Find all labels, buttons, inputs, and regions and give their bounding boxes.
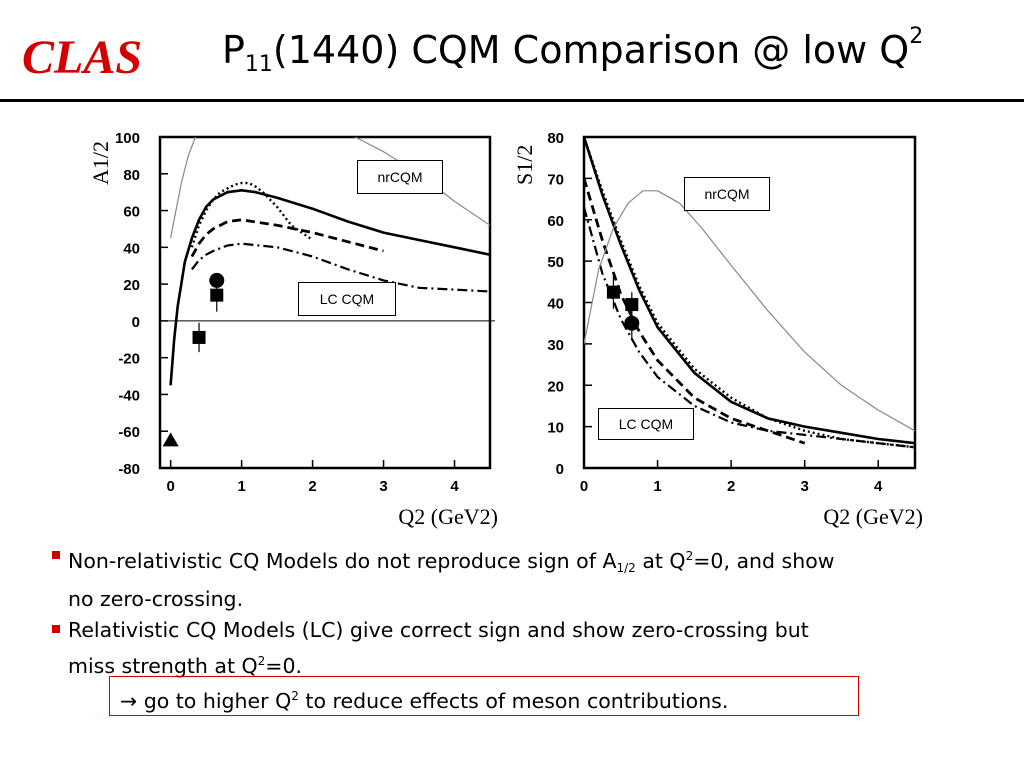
s12-series-dashed-thick	[584, 178, 806, 445]
a12-data-point-square	[210, 288, 224, 302]
bullet-square-icon	[52, 551, 60, 559]
a12-series-dashed-thick	[190, 218, 384, 258]
s12-x-tick-label: 1	[653, 478, 661, 495]
s12-y-axis-label: S1/2	[512, 145, 537, 185]
s12-series-thin-grey	[584, 190, 915, 432]
s12-x-tick-label: 4	[874, 478, 883, 495]
a12-series-thin-grey	[170, 137, 197, 239]
left-nrcqm-label: nrCQM	[357, 160, 443, 194]
title-divider	[0, 99, 1024, 102]
a12-data-point-square	[192, 330, 206, 344]
s12-y-tick-label: 60	[547, 213, 564, 230]
s12-x-tick-label: 2	[727, 478, 735, 495]
clas-logo: CLAS	[22, 31, 143, 84]
a12-y-tick-label: 40	[123, 240, 140, 257]
s12-y-tick-label: 80	[547, 130, 564, 147]
a12-y-tick-label: 20	[123, 277, 140, 294]
s12-data-point-square	[625, 298, 639, 312]
s12-y-tick-label: 30	[547, 337, 564, 354]
bullet-square-icon	[52, 625, 60, 633]
a12-x-tick-label: 3	[379, 478, 387, 495]
a12-data-point-circle	[209, 272, 225, 288]
a12-x-tick-label: 4	[450, 478, 459, 495]
a12-plot-frame	[158, 135, 492, 470]
s12-series-solid-thick	[584, 137, 915, 445]
s12-y-tick-label: 20	[547, 378, 564, 395]
a12-x-tick-label: 2	[308, 478, 316, 495]
s12-y-tick-label: 40	[547, 296, 564, 313]
a12-y-tick-label: -60	[118, 424, 140, 441]
s12-data-point-square	[606, 285, 620, 299]
a12-x-tick-label: 0	[166, 478, 174, 495]
s12-y-tick-label: 10	[547, 420, 564, 437]
s12-data-point-circle	[624, 315, 640, 331]
right-lccqm-label: LC CQM	[598, 408, 694, 440]
right-nrcqm-label: nrCQM	[684, 177, 770, 211]
s12-x-tick-label: 3	[800, 478, 808, 495]
bullet-item: Non-relativistic CQ Models do not reprod…	[52, 541, 1004, 615]
a12-y-axis-label: A1/2	[88, 141, 113, 185]
a12-y-tick-label: 100	[115, 130, 140, 147]
a12-x-axis-label: Q2 (GeV2)	[398, 504, 498, 529]
a12-x-tick-label: 1	[237, 478, 245, 495]
a12-data-point-triangle	[162, 432, 179, 447]
s12-series-dash-dot	[584, 207, 915, 449]
s12-series-dotted	[584, 137, 915, 449]
a12-y-tick-label: -20	[118, 351, 140, 368]
a12-y-tick-label: -80	[118, 461, 140, 478]
s12-x-axis-label: Q2 (GeV2)	[823, 504, 923, 529]
s12-x-tick-label: 0	[580, 478, 588, 495]
a12-series-dash-dot	[191, 242, 490, 293]
a12-series-solid-thick	[169, 189, 490, 386]
s12-y-tick-label: 70	[547, 171, 564, 188]
slide-title: P11(1440) CQM Comparison @ low Q2	[222, 24, 924, 77]
s12-y-tick-label: 50	[547, 254, 564, 271]
a12-y-tick-label: 60	[123, 204, 140, 221]
a12-series-dotted	[190, 181, 314, 248]
bullet-list: Non-relativistic CQ Models do not reprod…	[52, 541, 1004, 682]
left-lccqm-label: LC CQM	[298, 282, 396, 316]
s12-y-tick-label: 0	[556, 461, 564, 478]
a12-y-tick-label: 0	[132, 314, 140, 331]
bullet-item: Relativistic CQ Models (LC) give correct…	[52, 615, 1004, 682]
conclusion-box: → go to higher Q2 to reduce effects of m…	[109, 676, 859, 716]
a12-y-tick-label: -40	[118, 387, 140, 404]
a12-y-tick-label: 80	[123, 167, 140, 184]
